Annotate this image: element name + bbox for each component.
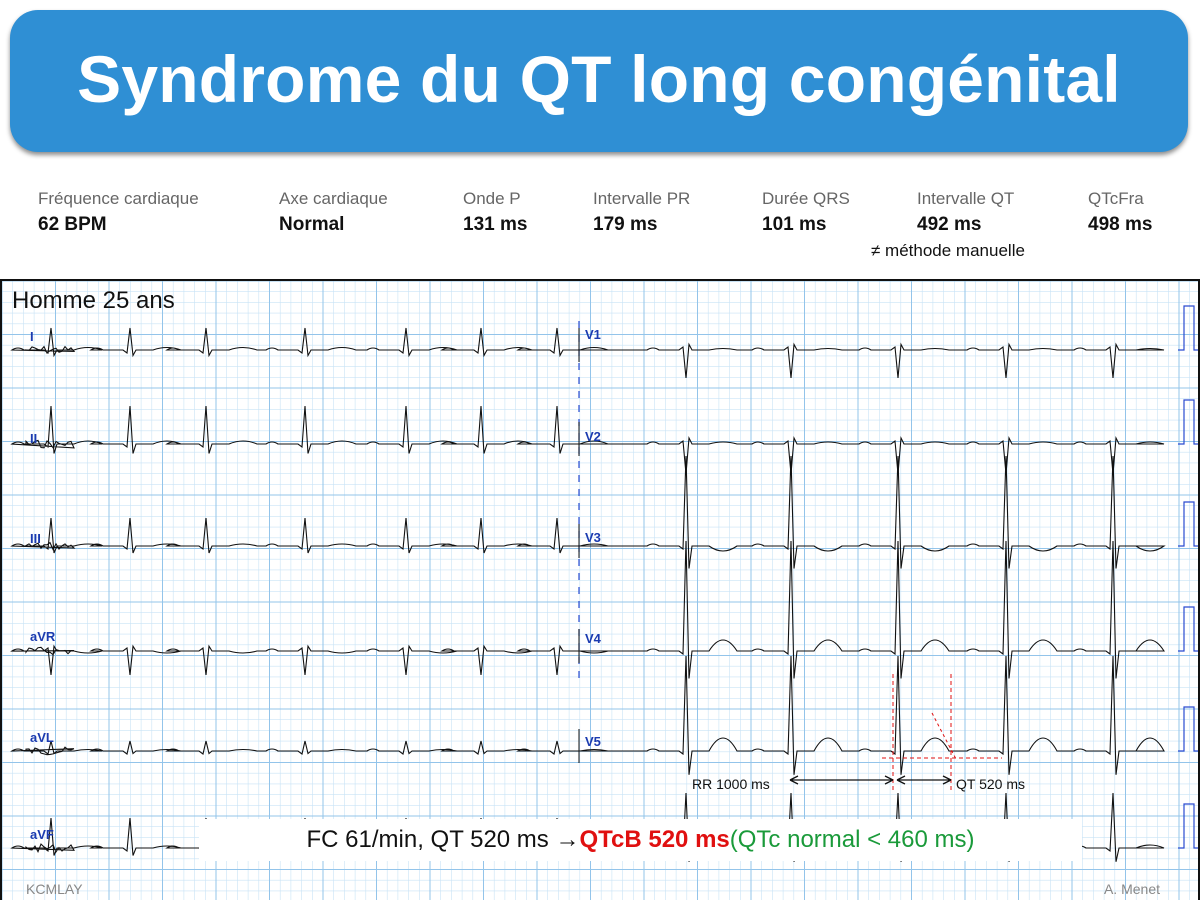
calibration-pulse [1178, 803, 1198, 849]
metric-heart-rate: Fréquence cardiaque 62 BPM [38, 188, 199, 240]
result-box: FC 61/min, QT 520 ms → QTcB 520 ms (QTc … [199, 819, 1082, 861]
page-title: Syndrome du QT long congénital [77, 42, 1121, 116]
metric-label: QTcFra [1088, 189, 1144, 208]
grid-minor [2, 281, 1198, 900]
result-text: FC 61/min, QT 520 ms → [306, 826, 580, 853]
calibration-pulse [1178, 305, 1198, 351]
qt-arrow [896, 775, 952, 785]
qtcb-value: QTcB 520 ms [579, 826, 730, 853]
calibration-pulse [1178, 501, 1198, 547]
qt-label: QT 520 ms [956, 776, 1025, 792]
lead-label: V4 [585, 631, 602, 646]
metric-value: 62 BPM [38, 214, 107, 235]
metric-label: Onde P [463, 189, 521, 208]
metric-label: Durée QRS [762, 189, 850, 208]
calibration-pulse [1178, 606, 1198, 652]
lead-label: V5 [585, 734, 601, 749]
ecg-panel: I II III aVR aVL aVF V1 V2 V3 V4 V5 RR 1000 ms QT 52… [0, 279, 1200, 900]
ecg-trace-left [10, 327, 609, 358]
lead-label: V2 [585, 429, 601, 444]
lead-label: aVL [30, 730, 54, 745]
metric-value: 131 ms [463, 214, 528, 235]
lead-label: III [30, 531, 41, 546]
normal-range-note: (QTc normal < 460 ms) [729, 826, 975, 853]
metric-label: Intervalle PR [593, 189, 691, 208]
ecg-trace-right [584, 655, 1165, 775]
metric-value: 179 ms [593, 214, 658, 235]
ecg-trace-right [584, 435, 1165, 475]
ecg-trace-left [10, 644, 609, 676]
metric-label: Intervalle QT [917, 189, 1015, 208]
rr-arrow [789, 775, 894, 785]
lead-label: V1 [585, 327, 601, 342]
metric-qtcfra: QTcFra 498 ms [1088, 188, 1152, 240]
metric-value: 492 ms [917, 214, 982, 235]
footer-author: A. Menet [1103, 881, 1160, 897]
metric-value: 498 ms [1088, 214, 1153, 235]
lead-label: aVR [30, 629, 56, 644]
calibration-pulse [1178, 399, 1198, 445]
lead-label: II [30, 431, 37, 446]
metric-qt-interval: Intervalle QT 492 ms ≠ méthode manuelle [871, 188, 1025, 262]
ecg-trace-left [10, 405, 609, 454]
metric-p-wave: Onde P 131 ms [463, 188, 527, 240]
metric-label: Fréquence cardiaque [38, 189, 199, 208]
metric-axis: Axe cardiaque Normal [279, 188, 388, 240]
metric-note: ≠ méthode manuelle [871, 241, 1025, 260]
t-wave-tangent [931, 712, 958, 762]
rr-label: RR 1000 ms [692, 776, 770, 792]
metric-value: Normal [279, 214, 345, 235]
footer-left: KCMLAY [26, 881, 83, 897]
patient-label: Homme 25 ans [12, 287, 175, 314]
metric-qrs-duration: Durée QRS 101 ms [762, 188, 850, 240]
metric-pr-interval: Intervalle PR 179 ms [593, 188, 690, 240]
ecg-trace-left [10, 517, 609, 554]
lead-label: I [30, 329, 34, 344]
lead-label: aVF [30, 827, 54, 842]
title-banner: Syndrome du QT long congénital [10, 10, 1188, 152]
lead-label: V3 [585, 530, 601, 545]
ecg-trace-right [584, 455, 1166, 569]
metric-label: Axe cardiaque [279, 189, 388, 208]
grid-major [2, 281, 1198, 900]
calibration-pulse [1178, 706, 1198, 752]
metric-value: 101 ms [762, 214, 827, 235]
ecg-trace-left [10, 740, 609, 756]
ecg-trace-right [584, 540, 1166, 679]
ecg-trace-right [584, 342, 1165, 379]
